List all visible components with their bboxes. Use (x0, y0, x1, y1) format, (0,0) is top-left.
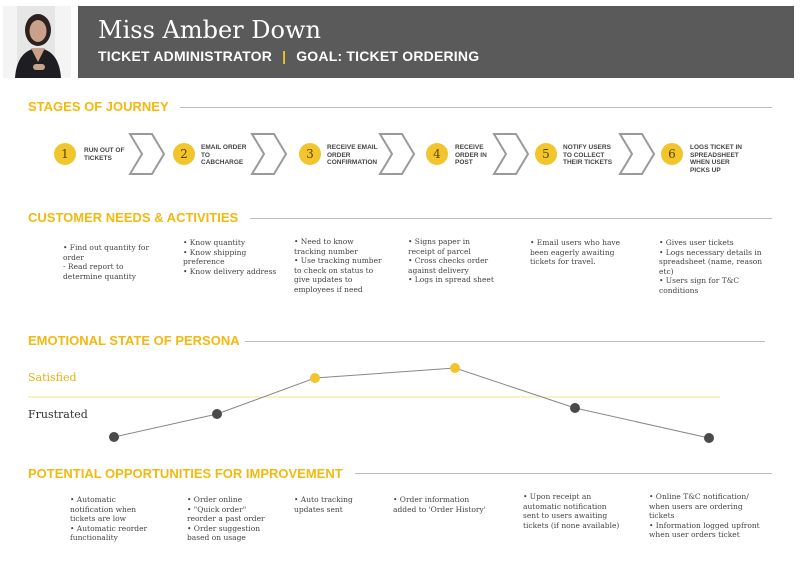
chevron-right-icon (492, 133, 530, 175)
section-divider (355, 473, 772, 474)
stage-number: 6 (661, 143, 683, 165)
stage-label: NOTIFY USERS TO COLLECT THEIR TICKETS (563, 144, 613, 166)
opportunities-column-4: • Order information added to 'Order Hist… (393, 495, 493, 514)
list-item: • Signs paper in receipt of parcel (408, 237, 471, 256)
emotion-label-frustrated: Frustrated (28, 408, 88, 421)
opportunities-column-1: • Automatic notification when tickets ar… (70, 495, 160, 543)
list-item: • Order online (187, 495, 243, 504)
persona-goal: GOAL: TICKET ORDERING (296, 48, 480, 64)
list-item: • Automatic notification when tickets ar… (70, 495, 137, 523)
emotion-point-stage-1 (109, 432, 119, 442)
chevron-right-icon (128, 133, 166, 175)
emotion-point-stage-2 (212, 409, 222, 419)
list-item: • Users sign for T&C conditions (659, 276, 740, 295)
needs-column-4: • Signs paper in receipt of parcel • Cro… (408, 237, 498, 285)
stage-number: 4 (426, 143, 448, 165)
stage-number: 5 (535, 143, 557, 165)
emotion-chart (0, 355, 800, 450)
persona-role-goal: TICKET ADMINISTRATOR | GOAL: TICKET ORDERI… (98, 48, 479, 64)
stage-number: 2 (173, 143, 195, 165)
list-item: • Logs in spread sheet (408, 275, 494, 284)
chevron-right-icon (250, 133, 288, 175)
needs-column-3: • Need to know tracking number • Use tra… (294, 237, 384, 294)
needs-column-2: • Know quantity • Know shipping preferen… (183, 238, 278, 276)
stage-label: RUN OUT OF TICKETS (84, 147, 125, 162)
section-divider (180, 107, 772, 108)
chevron-right-icon (378, 133, 416, 175)
section-title-emotion: EMOTIONAL STATE OF PERSONA (28, 333, 240, 348)
list-item: • Email users who have been eagerly awai… (530, 238, 621, 266)
list-item: • Know quantity (183, 238, 246, 247)
stage-number: 1 (54, 143, 76, 165)
list-item: • Order information added to 'Order Hist… (393, 495, 486, 514)
list-item: • Upon receipt an automatic notification… (523, 492, 620, 530)
list-item: • Know delivery address (183, 266, 277, 276)
persona-name: Miss Amber Down (98, 16, 321, 44)
needs-column-1: • Find out quantity for order - Read rep… (63, 243, 153, 281)
list-item: - Read report to determine quantity (63, 262, 137, 281)
opportunities-column-5: • Upon receipt an automatic notification… (523, 492, 623, 530)
section-title-stages: STAGES OF JOURNEY (28, 99, 169, 114)
list-item: • Know shipping preference (183, 247, 247, 267)
needs-column-6: • Gives user tickets • Logs necessary de… (659, 238, 779, 295)
stage-label: LOGS TICKET IN SPREADSHEET WHEN USER PIC… (690, 144, 742, 174)
stage-label: RECEIVE ORDER IN POST (455, 144, 487, 166)
persona-role: TICKET ADMINISTRATOR (98, 48, 273, 64)
role-separator: | (282, 48, 287, 64)
emotion-label-satisfied: Satisfied (28, 371, 77, 384)
list-item: • Use tracking number to check on status… (294, 256, 382, 294)
list-item: • Need to know tracking number (294, 237, 358, 256)
list-item: • Cross checks order against delivery (408, 256, 489, 275)
opportunities-column-6: • Online T&C notification/ when users ar… (649, 492, 764, 540)
section-title-needs: CUSTOMER NEEDS & ACTIVITIES (28, 210, 239, 225)
list-item: • "Quick order" reorder a past order (187, 504, 265, 524)
emotion-point-stage-6 (704, 433, 714, 443)
persona-banner: Miss Amber Down TICKET ADMINISTRATOR | GOA… (78, 6, 794, 78)
list-item: • Information logged upfront when user o… (649, 520, 760, 540)
emotion-point-stage-4 (450, 363, 460, 373)
list-item: • Logs necessary details in spreadsheet … (659, 247, 763, 276)
section-title-opportunities: POTENTIAL OPPORTUNITIES FOR IMPROVEMENT (28, 466, 343, 481)
persona-header: Miss Amber Down TICKET ADMINISTRATOR | GOA… (0, 0, 800, 78)
opportunities-column-3: • Auto tracking updates sent (294, 495, 374, 514)
section-divider (245, 341, 765, 342)
opportunities-column-2: • Order online • "Quick order" reorder a… (187, 495, 277, 543)
emotion-line (113, 367, 710, 439)
section-divider (250, 218, 772, 219)
list-item: • Auto tracking updates sent (294, 495, 353, 514)
list-item: • Automatic reorder functionality (70, 523, 148, 543)
emotion-point-stage-5 (570, 403, 580, 413)
stage-label: RECEIVE EMAIL ORDER CONFIRMATION (327, 144, 378, 166)
list-item: • Find out quantity for order (63, 243, 150, 262)
persona-photo (3, 6, 71, 78)
chevron-right-icon (618, 133, 656, 175)
stage-label: EMAIL ORDER TO CABCHARGE (201, 144, 247, 166)
list-item: • Gives user tickets (659, 238, 734, 247)
list-item: • Online T&C notification/ when users ar… (649, 492, 749, 520)
persona-avatar (3, 6, 71, 78)
stage-number: 3 (299, 143, 321, 165)
list-item: • Order suggestion based on usage (187, 523, 261, 543)
emotion-point-stage-3 (310, 373, 320, 383)
needs-column-5: • Email users who have been eagerly awai… (530, 238, 625, 267)
